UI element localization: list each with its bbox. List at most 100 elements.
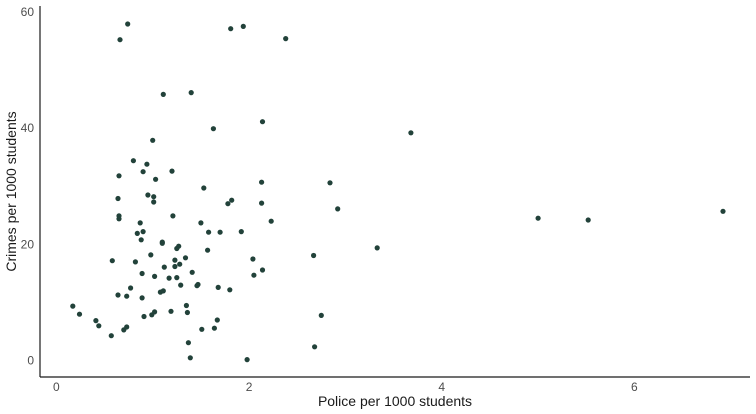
data-point xyxy=(199,326,205,332)
data-point xyxy=(128,285,134,291)
data-point xyxy=(238,229,244,235)
data-point xyxy=(585,217,591,223)
data-point xyxy=(259,179,265,185)
data-point xyxy=(217,229,223,235)
data-point xyxy=(201,185,207,191)
data-point xyxy=(188,90,194,96)
data-point xyxy=(211,325,217,331)
data-point xyxy=(240,23,246,29)
data-point xyxy=(174,275,180,281)
data-point xyxy=(206,229,212,235)
data-point xyxy=(169,168,175,174)
data-point xyxy=(172,257,178,263)
data-point xyxy=(335,206,341,212)
data-point xyxy=(134,230,140,236)
data-point xyxy=(189,269,195,275)
data-point xyxy=(70,303,76,309)
data-point xyxy=(160,288,166,294)
data-point xyxy=(250,256,256,262)
data-point xyxy=(408,130,414,136)
data-point xyxy=(151,194,157,200)
data-point xyxy=(327,180,333,186)
data-point xyxy=(117,37,123,43)
data-point xyxy=(312,344,318,350)
y-tick-label: 60 xyxy=(21,5,35,19)
data-point xyxy=(183,302,189,309)
data-point xyxy=(130,158,136,164)
data-point xyxy=(168,308,174,314)
data-point xyxy=(108,333,114,339)
data-point xyxy=(210,126,216,132)
data-point xyxy=(96,323,102,329)
data-point xyxy=(150,137,156,143)
data-point xyxy=(124,324,130,330)
data-point xyxy=(140,229,146,235)
data-point xyxy=(159,240,165,246)
data-point xyxy=(178,282,184,288)
data-point xyxy=(144,161,150,167)
y-tick-label: 0 xyxy=(27,354,34,368)
data-point xyxy=(535,215,541,221)
data-point xyxy=(283,36,289,42)
data-point xyxy=(160,91,166,97)
data-point xyxy=(115,195,121,202)
data-point xyxy=(311,252,317,259)
data-point xyxy=(195,281,201,288)
data-point xyxy=(214,317,220,323)
y-axis-ticks: 0 20 40 60 xyxy=(21,5,35,368)
data-point xyxy=(76,311,83,317)
data-point xyxy=(152,309,158,315)
data-point xyxy=(137,220,143,226)
data-point xyxy=(148,252,154,258)
x-tick-label: 6 xyxy=(631,380,638,394)
data-point xyxy=(132,259,138,265)
data-point xyxy=(187,355,193,361)
data-point xyxy=(170,213,176,219)
data-point xyxy=(225,201,231,207)
data-point xyxy=(259,119,266,125)
x-tick-label: 0 xyxy=(53,380,60,394)
data-point xyxy=(166,275,172,281)
data-point xyxy=(139,295,145,301)
data-point xyxy=(318,312,324,318)
data-point xyxy=(141,313,147,320)
data-point xyxy=(115,292,121,298)
data-point xyxy=(177,261,183,267)
data-point xyxy=(720,208,726,214)
data-point xyxy=(229,197,235,203)
y-axis-title: Crimes per 1000 students xyxy=(3,111,19,271)
data-point xyxy=(152,273,158,279)
data-point xyxy=(268,218,274,224)
data-point xyxy=(161,264,167,270)
x-axis-ticks: 0 2 4 6 xyxy=(53,380,638,394)
data-point xyxy=(198,220,204,226)
data-point xyxy=(176,243,182,249)
data-point xyxy=(172,263,178,270)
data-point xyxy=(151,199,157,205)
data-point xyxy=(116,216,122,222)
y-tick-label: 20 xyxy=(21,237,35,251)
data-point xyxy=(184,309,190,316)
data-points xyxy=(70,21,726,363)
data-point xyxy=(227,287,233,293)
data-point xyxy=(259,200,265,206)
data-point xyxy=(205,247,211,253)
data-point xyxy=(244,357,250,363)
data-point xyxy=(228,26,234,32)
data-point xyxy=(140,169,146,175)
data-point xyxy=(185,340,191,346)
data-point xyxy=(139,270,145,277)
data-point xyxy=(182,255,189,261)
x-tick-label: 2 xyxy=(246,380,253,394)
data-point xyxy=(374,245,380,251)
data-point xyxy=(251,272,257,278)
data-point xyxy=(259,267,266,273)
data-point xyxy=(125,21,131,27)
data-point xyxy=(215,284,221,290)
x-axis-title: Police per 1000 students xyxy=(318,393,472,409)
data-point xyxy=(138,237,144,243)
data-point xyxy=(124,293,130,299)
data-point xyxy=(109,258,115,264)
data-point xyxy=(153,176,159,182)
